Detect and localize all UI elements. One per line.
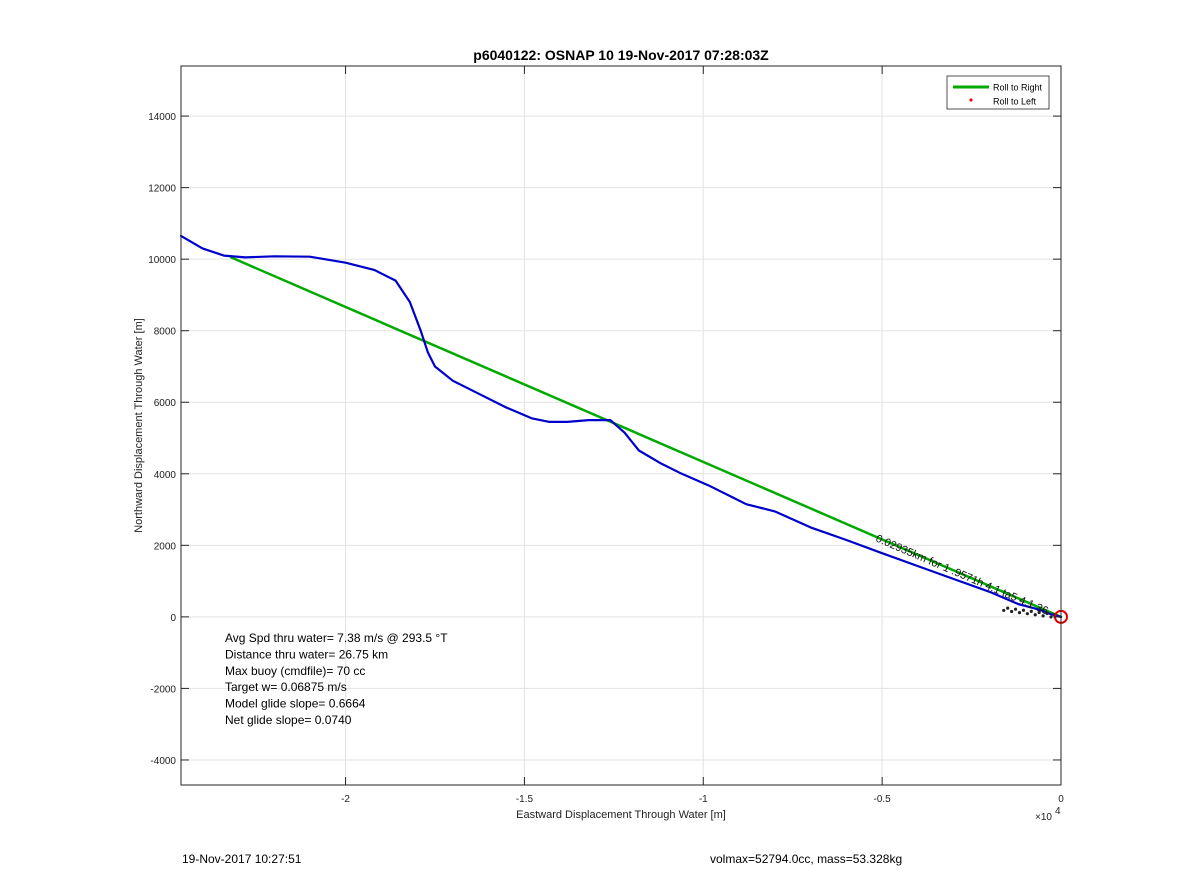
y-tick-label: -2000 <box>150 684 176 695</box>
legend-label-roll-right: Roll to Right <box>993 83 1043 93</box>
stats-line: Avg Spd thru water= 7.38 m/s @ 293.5 °T <box>225 631 448 645</box>
series-line-track <box>179 234 1063 619</box>
y-tick-label: 12000 <box>148 184 176 195</box>
y-tick-label: 2000 <box>154 541 177 552</box>
chart-title: p6040122: OSNAP 10 19-Nov-2017 07:28:03Z <box>473 47 769 63</box>
cluster-mark <box>1017 610 1022 615</box>
cluster-mark <box>1045 611 1049 616</box>
cluster-mark <box>1025 612 1029 616</box>
y-tick-label: 8000 <box>154 327 177 338</box>
footer-timestamp: 19-Nov-2017 10:27:51 <box>182 852 302 866</box>
cluster-mark <box>1037 610 1041 615</box>
y-tick-label: 14000 <box>148 112 176 123</box>
footer-volmax-mass: volmax=52794.0cc, mass=53.328kg <box>710 852 903 866</box>
cluster-mark <box>1029 609 1033 613</box>
axes: -2 -1.5 -1 -0.5 0 -4000 -2000 0 2000 4000 6000 8000… <box>133 47 1064 823</box>
cluster-mark <box>1049 615 1053 619</box>
stats-line: Model glide slope= 0.6664 <box>225 697 366 711</box>
x-axis-label: Eastward Displacement Through Water [m] <box>516 809 726 821</box>
cluster-mark <box>1010 609 1014 614</box>
stats-line: Max buoy (cmdfile)= 70 cc <box>225 664 365 678</box>
y-axis-label: Northward Displacement Through Water [m] <box>133 318 145 533</box>
legend: Roll to Right Roll to Left <box>946 75 1050 110</box>
x-axis-multiplier: ×10 <box>1035 812 1052 823</box>
y-tick-label: 6000 <box>154 398 177 409</box>
series-line-0 <box>229 256 1063 619</box>
y-tick-label: 4000 <box>154 470 177 481</box>
x-axis-multiplier-exponent: 4 <box>1055 806 1061 817</box>
cluster-mark <box>1041 614 1045 618</box>
x-tick-label: -1.5 <box>516 794 534 805</box>
x-tick-label: -1 <box>699 794 708 805</box>
legend-box <box>946 75 1050 110</box>
cluster-mark <box>1013 607 1018 611</box>
legend-swatch-roll-left <box>969 98 973 102</box>
axes-box <box>180 65 1062 786</box>
stats-line: Distance thru water= 26.75 km <box>225 647 388 661</box>
stats-annotations: Avg Spd thru water= 7.38 m/s @ 293.5 °T D… <box>225 631 448 727</box>
cluster-mark <box>1021 608 1026 612</box>
x-tick-label: -0.5 <box>874 794 892 805</box>
stats-line: Net glide slope= 0.0740 <box>225 713 352 727</box>
stats-line: Target w= 0.06875 m/s <box>225 680 347 694</box>
y-tick-label: 10000 <box>148 255 176 266</box>
cluster-mark <box>1006 606 1010 610</box>
cluster-mark <box>1002 608 1006 613</box>
x-tick-label: 0 <box>1058 794 1064 805</box>
x-tick-label: -2 <box>341 794 350 805</box>
y-tick-label: -4000 <box>150 756 176 767</box>
legend-label-roll-left: Roll to Left <box>993 97 1037 107</box>
cluster-mark <box>1033 613 1037 617</box>
y-tick-label: 0 <box>170 613 176 624</box>
